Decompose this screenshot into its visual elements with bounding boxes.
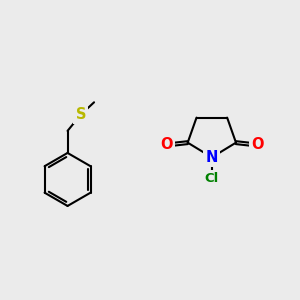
Text: O: O xyxy=(251,137,263,152)
Text: O: O xyxy=(160,137,173,152)
Text: N: N xyxy=(206,150,218,165)
Text: Cl: Cl xyxy=(205,172,219,185)
Text: S: S xyxy=(76,107,86,122)
